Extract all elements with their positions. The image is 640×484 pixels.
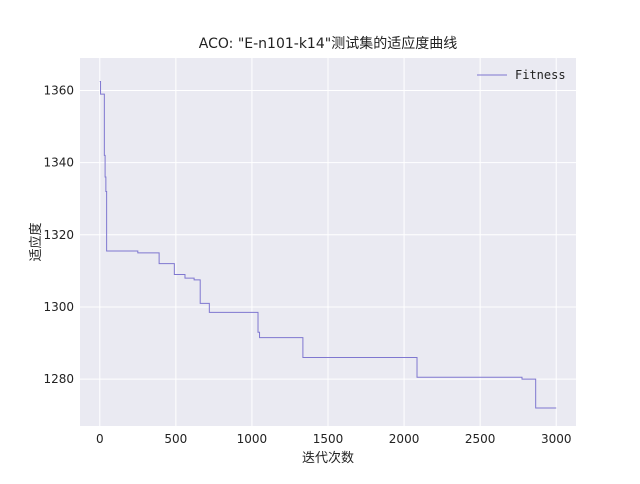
- x-tick-label: 2500: [465, 432, 496, 446]
- x-tick-label: 1000: [237, 432, 268, 446]
- x-tick-label: 2000: [389, 432, 420, 446]
- y-tick-label: 1280: [43, 372, 74, 386]
- legend-label-fitness: Fitness: [515, 68, 566, 82]
- y-tick-label: 1360: [43, 83, 74, 97]
- y-tick-label: 1320: [43, 228, 74, 242]
- x-tick-label: 1500: [313, 432, 344, 446]
- x-axis-label: 迭代次数: [302, 450, 354, 466]
- y-tick-labels: 1280 1300 1320 1340 1360: [43, 83, 74, 386]
- y-tick-label: 1300: [43, 300, 74, 314]
- legend: Fitness: [477, 68, 566, 82]
- chart-title: ACO: "E-n101-k14"测试集的适应度曲线: [199, 35, 457, 52]
- x-tick-label: 3000: [541, 432, 572, 446]
- x-tick-label: 0: [96, 432, 104, 446]
- grid: [80, 58, 576, 426]
- x-tick-label: 500: [164, 432, 187, 446]
- x-tick-labels: 0 500 1000 1500 2000 2500 3000: [96, 432, 572, 446]
- series-line-fitness: [99, 80, 557, 409]
- y-tick-label: 1340: [43, 156, 74, 170]
- y-axis-label: 适应度: [28, 222, 44, 261]
